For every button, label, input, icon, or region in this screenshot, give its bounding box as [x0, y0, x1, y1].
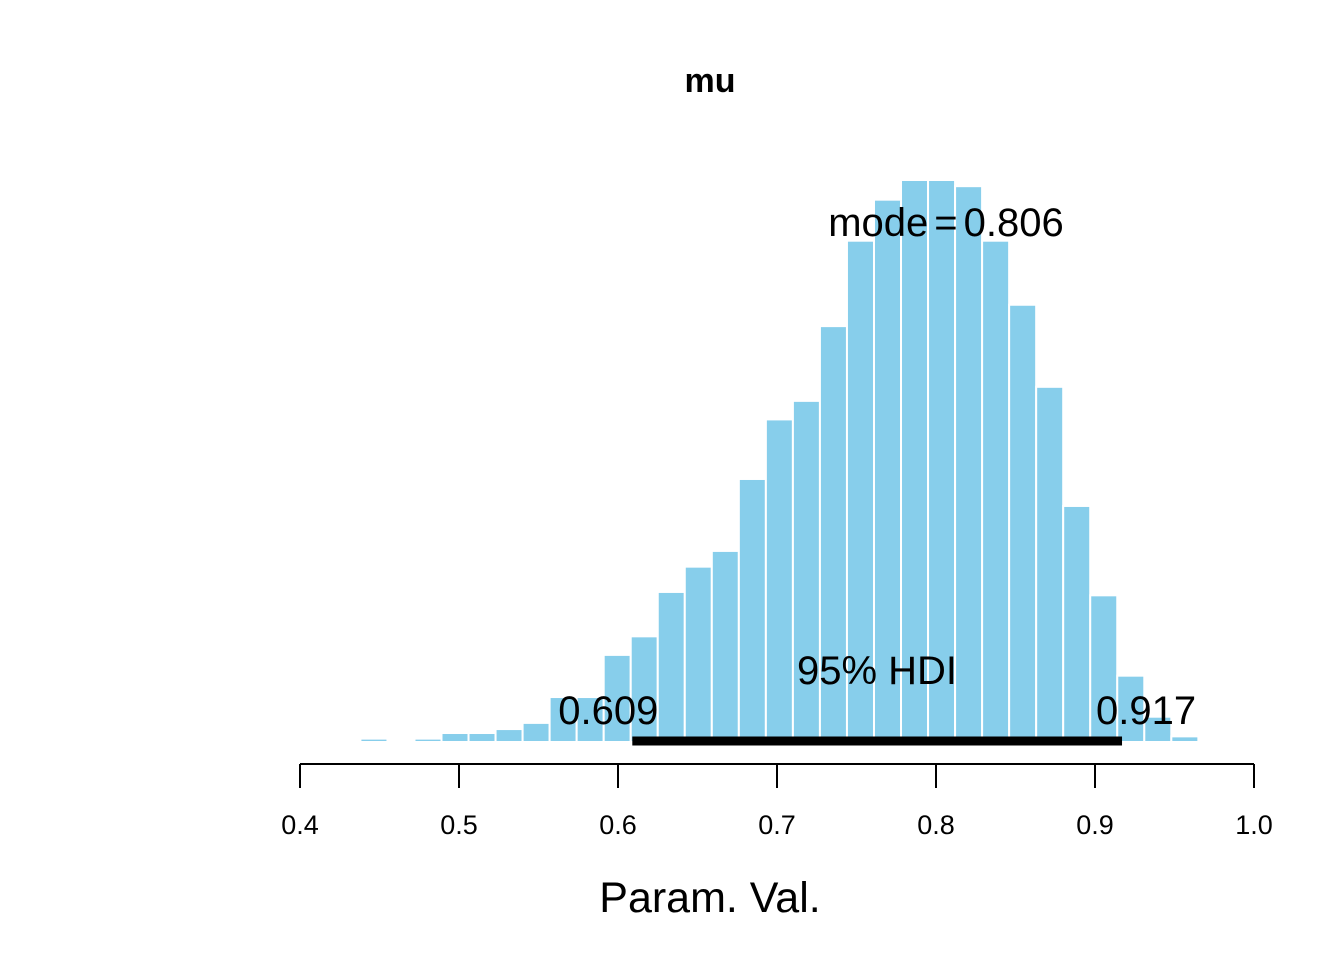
histogram-bar: [1062, 504, 1092, 743]
histogram-bar: [1089, 594, 1119, 743]
histogram-bar: [710, 549, 740, 743]
histogram-bar: [1035, 385, 1065, 743]
histogram-bar: [575, 696, 605, 743]
histogram-bar: [656, 590, 686, 744]
histogram-bar: [1008, 303, 1038, 743]
histogram-bar: [1116, 674, 1146, 743]
histogram-bar: [872, 198, 903, 744]
x-tick-label: 0.7: [758, 810, 796, 840]
histogram-bar: [927, 179, 957, 743]
histogram-bar: [1170, 735, 1200, 744]
histogram-bar: [981, 239, 1011, 743]
hdi-high-label: 0.917: [1096, 689, 1196, 733]
histogram-bar: [521, 721, 551, 744]
x-axis-label: Param. Val.: [599, 874, 820, 922]
x-tick-label: 0.8: [917, 810, 955, 840]
histogram-bar: [359, 737, 389, 744]
histogram-bar: [683, 565, 713, 743]
histogram-bar: [467, 732, 497, 744]
mode-value: 0.806: [964, 201, 1064, 245]
x-axis: 0.4 0.5 0.6 0.7 0.8 0.9 1.0: [281, 763, 1273, 840]
histogram-bar: [764, 418, 794, 743]
x-tick-label: 0.4: [281, 810, 319, 840]
x-tick-label: 0.9: [1076, 810, 1114, 840]
histogram-bar: [548, 696, 578, 743]
hdi-label: 95% HDI: [797, 649, 957, 693]
mode-label: mode: [828, 201, 928, 245]
hdi-low-label: 0.609: [558, 689, 658, 733]
histogram-bar: [494, 728, 524, 744]
x-tick-label: 1.0: [1235, 810, 1273, 840]
histogram-bar: [602, 653, 632, 744]
histogram-bar: [954, 185, 984, 743]
mode-annotation: mode = 0.806: [828, 201, 1064, 245]
histogram-bar: [818, 325, 848, 743]
mode-equals: =: [934, 201, 957, 245]
x-tick-label: 0.5: [440, 810, 478, 840]
histogram-bar: [737, 477, 767, 743]
histogram-bar: [413, 737, 443, 744]
x-tick-label: 0.6: [599, 810, 637, 840]
histogram-bar: [440, 732, 470, 744]
histogram-bar: [1143, 715, 1173, 744]
chart-title: mu: [685, 62, 736, 100]
histogram-bars: [359, 179, 1200, 744]
